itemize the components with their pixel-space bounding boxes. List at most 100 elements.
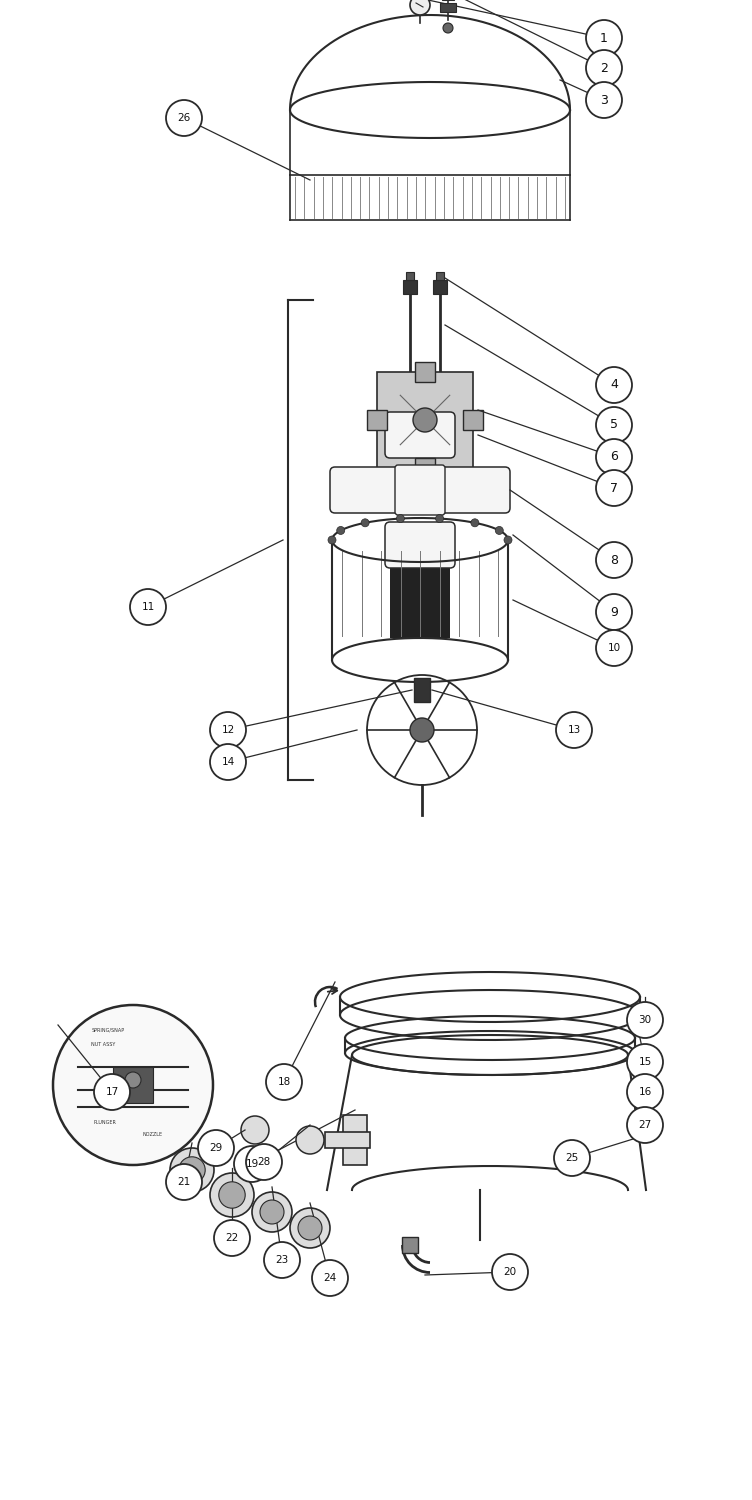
Text: 2: 2 bbox=[600, 62, 608, 75]
Bar bbox=[415, 458, 435, 478]
Circle shape bbox=[241, 1116, 269, 1144]
Bar bbox=[413, 470, 437, 488]
Circle shape bbox=[246, 1144, 282, 1180]
FancyBboxPatch shape bbox=[385, 522, 455, 568]
Text: 18: 18 bbox=[277, 1077, 290, 1088]
Circle shape bbox=[596, 440, 632, 476]
Text: 22: 22 bbox=[226, 1233, 238, 1244]
Text: 11: 11 bbox=[141, 602, 155, 612]
Circle shape bbox=[586, 50, 622, 86]
Circle shape bbox=[586, 20, 622, 56]
Circle shape bbox=[198, 1130, 234, 1166]
Text: 29: 29 bbox=[209, 1143, 223, 1154]
Circle shape bbox=[125, 1072, 141, 1088]
Text: 9: 9 bbox=[610, 606, 618, 618]
Bar bbox=[415, 362, 435, 382]
Bar bbox=[433, 280, 447, 294]
Circle shape bbox=[210, 1173, 254, 1216]
Circle shape bbox=[556, 712, 592, 748]
Text: 6: 6 bbox=[610, 450, 618, 464]
Circle shape bbox=[435, 514, 444, 522]
FancyBboxPatch shape bbox=[385, 413, 455, 458]
Circle shape bbox=[210, 712, 246, 748]
Circle shape bbox=[337, 526, 344, 534]
Text: 15: 15 bbox=[638, 1058, 652, 1066]
Text: 20: 20 bbox=[503, 1268, 517, 1276]
Text: SPRING/SNAP: SPRING/SNAP bbox=[92, 1028, 125, 1032]
Circle shape bbox=[266, 1064, 302, 1100]
Text: 1: 1 bbox=[600, 32, 608, 45]
Bar bbox=[402, 1238, 418, 1252]
Text: 7: 7 bbox=[610, 482, 618, 495]
Text: 28: 28 bbox=[257, 1156, 271, 1167]
Circle shape bbox=[214, 1220, 250, 1256]
Circle shape bbox=[94, 1074, 130, 1110]
Circle shape bbox=[210, 744, 246, 780]
Bar bbox=[390, 540, 450, 638]
Text: 27: 27 bbox=[638, 1120, 652, 1130]
Text: 23: 23 bbox=[275, 1256, 289, 1264]
FancyBboxPatch shape bbox=[440, 466, 510, 513]
Circle shape bbox=[219, 1182, 245, 1208]
Bar bbox=[377, 372, 473, 468]
Text: 12: 12 bbox=[221, 724, 235, 735]
Bar bbox=[403, 280, 417, 294]
Bar bbox=[414, 678, 430, 702]
Circle shape bbox=[166, 1164, 202, 1200]
Text: 4: 4 bbox=[610, 378, 618, 392]
Text: 10: 10 bbox=[608, 644, 620, 652]
Circle shape bbox=[627, 1002, 663, 1038]
Circle shape bbox=[290, 1208, 330, 1248]
Text: 24: 24 bbox=[323, 1274, 337, 1282]
Bar bbox=[463, 410, 483, 430]
Text: 3: 3 bbox=[600, 93, 608, 106]
Circle shape bbox=[596, 470, 632, 506]
Text: 26: 26 bbox=[177, 112, 190, 123]
Bar bbox=[436, 272, 444, 280]
Text: 19: 19 bbox=[245, 1160, 259, 1168]
Text: 21: 21 bbox=[177, 1178, 190, 1186]
Bar bbox=[440, 3, 456, 12]
Circle shape bbox=[410, 0, 430, 15]
Circle shape bbox=[170, 1148, 214, 1192]
Circle shape bbox=[312, 1260, 348, 1296]
Circle shape bbox=[596, 406, 632, 442]
Circle shape bbox=[328, 536, 336, 544]
Circle shape bbox=[298, 1216, 322, 1240]
Circle shape bbox=[296, 1126, 324, 1154]
Text: 16: 16 bbox=[638, 1088, 652, 1096]
Circle shape bbox=[396, 514, 405, 522]
Circle shape bbox=[554, 1140, 590, 1176]
Text: PLUNGER: PLUNGER bbox=[93, 1120, 117, 1125]
Bar bbox=[406, 272, 414, 280]
Bar bbox=[113, 1066, 153, 1102]
Circle shape bbox=[492, 1254, 528, 1290]
Text: 30: 30 bbox=[638, 1016, 651, 1025]
Circle shape bbox=[252, 1192, 292, 1231]
Circle shape bbox=[627, 1074, 663, 1110]
Circle shape bbox=[627, 1044, 663, 1080]
Circle shape bbox=[234, 1146, 270, 1182]
Bar bbox=[343, 1114, 367, 1166]
Text: 14: 14 bbox=[221, 758, 235, 766]
Circle shape bbox=[179, 1156, 205, 1184]
FancyBboxPatch shape bbox=[395, 465, 445, 514]
Circle shape bbox=[627, 1107, 663, 1143]
Text: NUT ASSY: NUT ASSY bbox=[91, 1042, 115, 1047]
Circle shape bbox=[596, 594, 632, 630]
Circle shape bbox=[264, 1242, 300, 1278]
Text: NOZZLE: NOZZLE bbox=[143, 1132, 163, 1137]
Text: 25: 25 bbox=[566, 1154, 578, 1162]
Text: 13: 13 bbox=[567, 724, 581, 735]
Circle shape bbox=[53, 1005, 213, 1166]
Circle shape bbox=[410, 718, 434, 742]
Bar bbox=[325, 1132, 370, 1148]
Bar bbox=[367, 410, 387, 430]
Text: 17: 17 bbox=[105, 1088, 119, 1096]
Circle shape bbox=[596, 630, 632, 666]
Circle shape bbox=[596, 368, 632, 404]
Circle shape bbox=[504, 536, 512, 544]
Circle shape bbox=[130, 590, 166, 626]
Circle shape bbox=[413, 408, 437, 432]
Circle shape bbox=[496, 526, 503, 534]
